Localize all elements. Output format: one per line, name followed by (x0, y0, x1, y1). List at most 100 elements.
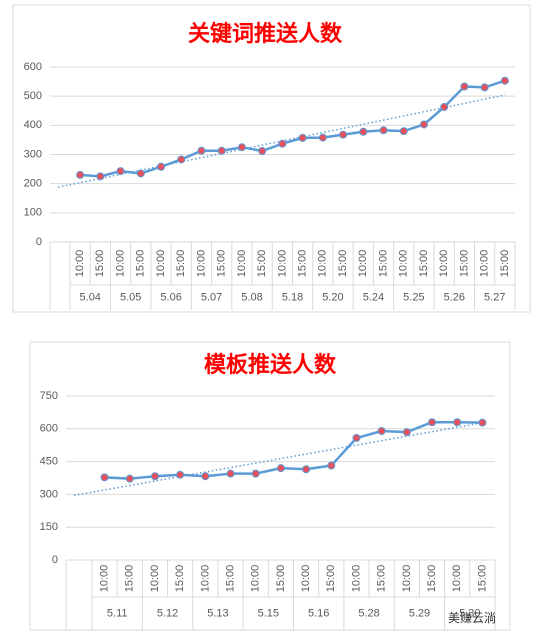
x-tick-label: 15:00 (135, 250, 147, 278)
marker (480, 83, 489, 92)
x-tick-label: 10:00 (276, 250, 288, 278)
chart-title: 模板推送人数 (204, 352, 337, 378)
marker (258, 147, 267, 155)
group-label: 5.04 (80, 291, 101, 303)
marker (76, 170, 85, 179)
x-tick-label: 10:00 (74, 250, 86, 278)
y-tick-label: 100 (24, 207, 42, 219)
x-tick-label: 10:00 (195, 250, 207, 278)
x-tick-label: 15:00 (337, 250, 349, 278)
x-tick-label: 15:00 (224, 565, 236, 593)
marker (379, 126, 388, 135)
x-tick-label: 10:00 (300, 565, 312, 593)
marker (460, 82, 469, 91)
x-tick-label: 15:00 (275, 565, 287, 593)
marker (428, 418, 437, 427)
x-tick-label: 10:00 (114, 250, 126, 278)
x-tick-label: 15:00 (426, 565, 438, 593)
marker (251, 469, 260, 478)
marker (197, 146, 206, 155)
marker (440, 102, 449, 111)
group-label: 5.29 (409, 607, 430, 619)
x-tick-label: 15:00 (174, 565, 186, 593)
y-tick-label: 0 (52, 554, 58, 566)
marker (453, 418, 462, 427)
y-tick-label: 450 (40, 456, 58, 468)
group-label: 5.18 (282, 291, 303, 303)
x-tick-label: 10:00 (451, 565, 463, 593)
x-tick-label: 15:00 (297, 250, 309, 278)
chart-frame (12, 4, 531, 313)
marker (419, 120, 428, 129)
y-tick-label: 0 (36, 236, 42, 248)
y-tick-label: 600 (40, 423, 58, 435)
series-line (80, 79, 506, 178)
group-label: 5.16 (308, 607, 329, 619)
y-tick-label: 150 (40, 521, 58, 533)
group-label: 5.13 (207, 607, 228, 619)
x-tick-label: 10:00 (401, 565, 413, 593)
marker (327, 461, 336, 470)
x-tick-label: 15:00 (377, 250, 389, 278)
chart-title: 关键词推送人数 (188, 21, 343, 47)
group-label: 5.20 (322, 291, 343, 303)
y-tick-label: 300 (24, 148, 42, 160)
marker (157, 162, 166, 171)
marker (318, 133, 327, 142)
group-label: 5.05 (120, 291, 141, 303)
group-label: 5.27 (484, 291, 505, 303)
x-tick-label: 15:00 (458, 250, 470, 278)
x-tick-label: 15:00 (418, 250, 430, 278)
marker (399, 127, 408, 136)
marker (402, 428, 411, 437)
group-label: 5.30 (459, 607, 480, 619)
marker (500, 76, 509, 85)
x-tick-label: 10:00 (199, 565, 211, 593)
x-tick-label: 15:00 (376, 565, 388, 593)
marker (150, 472, 159, 481)
marker (377, 426, 386, 435)
marker (302, 465, 311, 474)
plots: 0 100 200 300 400 500 600 10:00 15:00 10:00 15:00 1… (24, 61, 516, 630)
x-tick-label: 15:00 (216, 250, 228, 278)
x-tick-label: 15:00 (325, 565, 337, 593)
x-tick-label: 10:00 (149, 565, 161, 593)
marker (96, 172, 105, 181)
trendline (73, 421, 483, 497)
marker (100, 473, 109, 482)
chart-frame (29, 341, 511, 631)
x-tick-label: 10:00 (99, 565, 111, 593)
marker (177, 155, 186, 164)
x-tick-label: 10:00 (250, 565, 262, 593)
watermark: 美赚云淌 (448, 610, 496, 625)
x-tick-label: 15:00 (94, 250, 106, 278)
group-label: 5.12 (157, 607, 178, 619)
group-label: 5.24 (363, 291, 384, 303)
marker (125, 474, 134, 483)
group-label: 5.28 (358, 607, 379, 619)
y-tick-label: 200 (24, 178, 42, 190)
x-tick-label: 15:00 (256, 250, 268, 278)
x-tick-label: 15:00 (175, 250, 187, 278)
y-tick-label: 750 (40, 390, 58, 402)
marker (278, 139, 287, 148)
marker (136, 169, 145, 178)
y-tick-label: 500 (24, 90, 42, 102)
y-tick-label: 300 (40, 488, 58, 500)
x-tick-label: 10:00 (438, 250, 450, 278)
marker (339, 130, 348, 139)
group-label: 5.08 (241, 291, 262, 303)
group-label: 5.26 (444, 291, 465, 303)
x-tick-label: 15:00 (124, 565, 136, 593)
x-tick-label: 10:00 (236, 250, 248, 278)
group-label: 5.25 (403, 291, 424, 303)
marker (237, 143, 246, 152)
x-tick-label: 10:00 (155, 250, 167, 278)
x-tick-label: 10:00 (398, 250, 410, 278)
marker (217, 146, 226, 155)
marker (359, 127, 368, 136)
marker (226, 469, 235, 478)
x-tick-label: 15:00 (499, 250, 511, 278)
group-label: 5.11 (107, 607, 128, 619)
